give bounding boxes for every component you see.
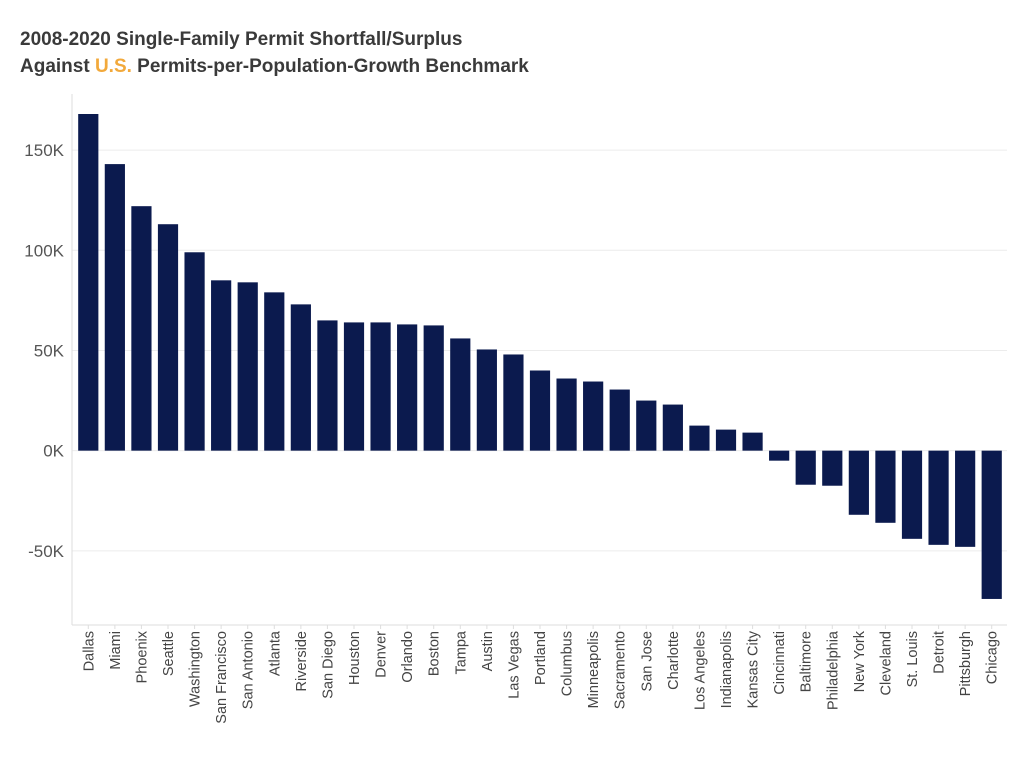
x-tick-label: Tampa [453, 630, 469, 674]
x-tick-label: Philadelphia [825, 630, 841, 710]
x-tick-label: Houston [347, 631, 363, 685]
y-tick-label: 50K [34, 341, 65, 360]
bar-minneapolis [583, 381, 604, 451]
y-tick-label: 150K [24, 141, 64, 160]
x-tick-label: Chicago [985, 631, 1001, 684]
bar-st-louis [901, 450, 923, 539]
bar-indianapolis [715, 429, 737, 451]
bars [78, 114, 1002, 599]
x-tick-label: Columbus [560, 631, 576, 696]
bar-sacramento [609, 389, 630, 451]
bar-boston [423, 325, 444, 451]
bar-san-diego [317, 320, 338, 451]
x-tick-label: San Diego [320, 631, 336, 699]
bar-baltimore [795, 450, 816, 485]
x-tick-label: Detroit [932, 631, 948, 674]
x-tick-label: Atlanta [267, 630, 283, 676]
x-tick-label: Portland [533, 631, 549, 685]
bar-los-angeles [689, 425, 710, 451]
x-tick-label: New York [852, 630, 868, 692]
x-tick-label: Phoenix [134, 630, 150, 683]
x-tick-label: Kansas City [746, 630, 762, 708]
bar-charlotte [662, 404, 683, 451]
bar-las-vegas [503, 354, 524, 451]
y-tick-label: 100K [24, 241, 64, 260]
x-tick-label: Orlando [400, 631, 416, 683]
x-tick-label: Pittsburgh [958, 631, 974, 696]
bar-columbus [556, 378, 577, 451]
bar-austin [476, 349, 497, 451]
bar-orlando [397, 324, 418, 451]
chart-title-line2: Against U.S. Permits-per-Population-Grow… [20, 53, 529, 80]
chart-title-line1: 2008-2020 Single-Family Permit Shortfall… [20, 29, 463, 50]
bar-denver [370, 322, 391, 451]
bar-atlanta [264, 292, 285, 451]
x-tick-label: Austin [480, 631, 496, 671]
bar-san-francisco [211, 280, 232, 451]
bar-new-york [848, 450, 869, 515]
chart-title-line2-prefix: Against [20, 56, 95, 77]
x-tick-label: Seattle [161, 631, 177, 676]
bar-miami [104, 164, 125, 451]
bar-philadelphia [822, 450, 843, 486]
x-tick-label: Indianapolis [719, 631, 735, 708]
x-tick-label: Washington [188, 631, 204, 707]
y-axis: 150K 100K 50K 0K -50K [24, 94, 73, 625]
y-tick-label: -50K [28, 542, 65, 561]
bar-detroit [928, 450, 949, 545]
bar-tampa [450, 338, 471, 451]
x-tick-label: Minneapolis [586, 631, 602, 708]
x-tick-label: Las Vegas [506, 631, 522, 699]
x-tick-label: St. Louis [905, 631, 921, 687]
bar-chicago [981, 450, 1002, 599]
x-tick-label: San Antonio [241, 631, 257, 709]
x-tick-label: Cincinnati [772, 631, 788, 695]
bar-washington [184, 252, 205, 451]
bar-san-jose [636, 400, 657, 451]
x-tick-label: Cleveland [878, 631, 894, 696]
bar-pittsburgh [955, 450, 976, 547]
bar-dallas [78, 114, 99, 451]
chart-title-line2-suffix: Permits-per-Population-Growth Benchmark [131, 56, 529, 77]
bar-seattle [157, 224, 179, 451]
x-tick-label: Denver [374, 631, 390, 678]
bar-cincinnati [769, 450, 790, 461]
bar-kansas-city [742, 432, 763, 451]
y-tick-label: 0K [43, 442, 64, 461]
chart-title-highlight: U.S. [94, 56, 132, 77]
bar-cleveland [875, 450, 896, 523]
x-tick-label: Baltimore [799, 631, 815, 692]
chart-title: 2008-2020 Single-Family Permit Shortfall… [20, 26, 529, 80]
x-tick-label: Charlotte [666, 631, 682, 690]
bar-san-antonio [237, 282, 258, 451]
bar-phoenix [131, 206, 152, 451]
bar-portland [529, 370, 551, 451]
x-tick-label: San Francisco [214, 631, 230, 724]
x-tick-label: Miami [108, 631, 124, 670]
x-tick-label: Boston [427, 631, 443, 676]
x-tick-label: Sacramento [613, 631, 629, 709]
x-tick-label: Riverside [294, 631, 310, 691]
bar-houston [343, 322, 365, 451]
x-tick-label: Dallas [81, 631, 97, 671]
x-axis: Dallas Miami Phoenix Seattle Washington San F… [72, 624, 1007, 724]
bar-riverside [290, 304, 311, 451]
x-tick-label: San Jose [639, 631, 655, 691]
x-tick-label: Los Angeles [692, 631, 708, 710]
